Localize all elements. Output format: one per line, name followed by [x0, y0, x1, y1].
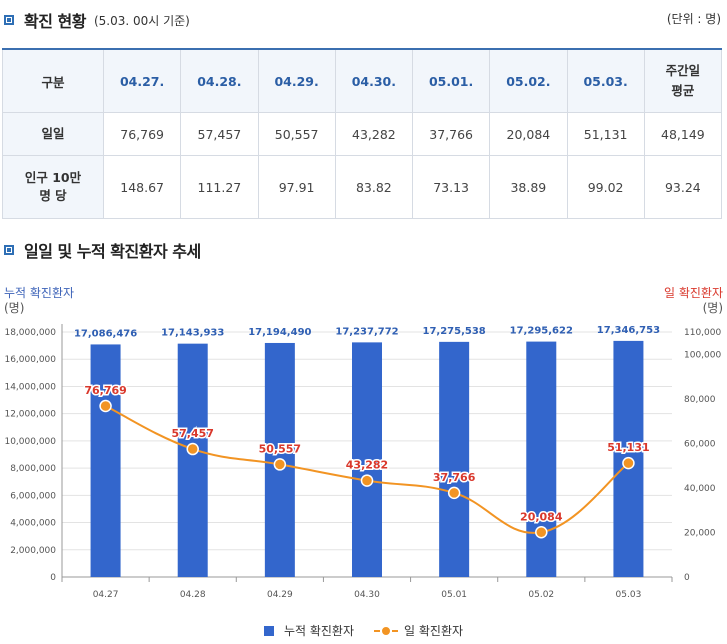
table-cell: 51,131 [566, 112, 645, 156]
table-header-row: 구분 04.27. 04.28. 04.29. 04.30. 05.01. 05… [2, 48, 723, 113]
x-tick-label: 05.02 [528, 590, 554, 600]
daily-cases-point [186, 442, 199, 456]
section-status-header: 확진 현황 (5.03. 00시 기준) [4, 8, 190, 32]
right-axis-unit: (명) [702, 301, 723, 315]
daily-cases-point [99, 399, 112, 413]
legend-line-swatch [374, 625, 399, 636]
table-cell: 111.27 [180, 155, 259, 219]
legend-item-daily: 일 확진환자 [374, 622, 463, 639]
daily-cases-point [273, 458, 287, 471]
table-header-cell: 05.03. [566, 48, 645, 113]
table-cell: 76,769 [102, 112, 182, 156]
unit-label: (단위 : 명) [666, 12, 721, 26]
legend-item-cumulative: 누적 확진환자 [263, 622, 355, 639]
legend-label: 일 확진환자 [404, 624, 464, 638]
daily-cases-point [360, 474, 374, 487]
row-label: 인구 10만 명 당 [2, 155, 104, 219]
table-row: 일일 76,769 57,457 50,557 43,282 37,766 20… [2, 112, 723, 156]
legend-bar-swatch [263, 625, 274, 636]
bar-data-label: 17,275,538 [423, 326, 486, 337]
table-cell: 148.67 [102, 155, 182, 219]
x-tick-label: 05.03 [616, 590, 642, 600]
bar-cumulative [439, 341, 470, 577]
table-cell: 99.02 [566, 155, 645, 219]
table-cell: 97.91 [257, 155, 336, 219]
status-table: 구분 04.27. 04.28. 04.29. 04.30. 05.01. 05… [2, 48, 723, 219]
bar-cumulative [526, 341, 557, 577]
left-tick-label: 10,000,000 [4, 437, 56, 447]
left-tick-label: 0 [50, 573, 56, 583]
bar-cumulative [90, 344, 121, 577]
legend-label: 누적 확진환자 [283, 624, 355, 638]
table-row: 인구 10만 명 당 148.67 111.27 97.91 83.82 73.… [2, 155, 723, 219]
right-tick-label: 60,000 [684, 439, 716, 449]
table-header-cell: 05.01. [411, 48, 491, 113]
row-label-text: 인구 10만 명 당 [24, 170, 82, 203]
left-tick-label: 4,000,000 [10, 519, 56, 529]
line-data-label: 51,131 [607, 441, 649, 454]
right-axis-label: 일 확진환자 [663, 286, 723, 300]
left-tick-label: 2,000,000 [10, 546, 56, 556]
x-tick-label: 04.28 [180, 590, 206, 600]
table-cell: 43,282 [334, 112, 414, 156]
right-tick-label: 0 [684, 573, 690, 583]
line-data-label: 76,769 [84, 384, 126, 397]
bar-data-label: 17,194,490 [248, 327, 311, 338]
table-cell: 83.82 [334, 155, 414, 219]
x-tick-label: 04.27 [93, 590, 119, 600]
bar-data-label: 17,295,622 [510, 326, 573, 337]
table-cell: 38.89 [489, 155, 568, 219]
left-tick-label: 12,000,000 [4, 410, 56, 420]
section-square-icon [4, 15, 14, 25]
bar-data-label: 17,086,476 [74, 328, 137, 339]
right-tick-label: 40,000 [684, 484, 716, 494]
section-trend-header: 일일 및 누적 확진환자 추세 [4, 238, 201, 262]
table-header-cell: 04.27. [102, 48, 182, 113]
right-tick-label: 80,000 [684, 395, 716, 405]
left-axis-unit: (명) [4, 301, 25, 315]
line-data-label: 57,457 [171, 427, 213, 440]
line-data-label: 37,766 [433, 471, 476, 484]
bar-data-label: 17,143,933 [161, 328, 224, 339]
table-cell: 73.13 [411, 155, 491, 219]
daily-cases-point [447, 486, 461, 500]
bar-data-label: 17,346,753 [597, 325, 660, 336]
row-label: 일일 [2, 112, 104, 156]
section-trend-title: 일일 및 누적 확진환자 추세 [24, 242, 201, 261]
left-axis-label: 누적 확진환자 [4, 286, 75, 300]
left-axis-title: 누적 확진환자 (명) [4, 286, 74, 316]
daily-cases-point [535, 526, 548, 539]
table-cell: 93.24 [643, 155, 723, 219]
section-status-note: (5.03. 00시 기준) [93, 13, 190, 28]
left-tick-label: 18,000,000 [4, 328, 56, 338]
x-tick-label: 04.29 [267, 590, 293, 600]
right-axis-title: 일 확진환자 (명) [664, 286, 723, 316]
daily-cases-point [622, 456, 635, 470]
x-tick-label: 04.30 [354, 590, 380, 600]
right-tick-label: 110,000 [684, 328, 721, 338]
bar-cumulative [177, 343, 208, 577]
right-tick-label: 100,000 [684, 350, 721, 360]
table-cell: 57,457 [180, 112, 259, 156]
left-tick-label: 14,000,000 [4, 382, 56, 392]
left-tick-label: 6,000,000 [10, 491, 56, 501]
left-tick-label: 16,000,000 [4, 355, 56, 365]
line-data-label: 43,282 [346, 459, 388, 472]
bar-cumulative [352, 342, 382, 577]
x-tick-label: 05.01 [441, 590, 467, 600]
right-tick-label: 20,000 [684, 528, 716, 538]
chart-legend: 누적 확진환자 일 확진환자 [0, 622, 727, 639]
table-header-cell-weekly-avg: 주간일 평균 [643, 48, 723, 113]
weekly-avg-header-text: 주간일 평균 [665, 63, 701, 98]
line-data-label: 20,084 [520, 510, 563, 523]
line-data-label: 50,557 [259, 442, 301, 455]
bar-data-label: 17,237,772 [335, 326, 398, 337]
section-status-title: 확진 현황 [24, 12, 86, 31]
table-header-cell: 05.02. [489, 48, 568, 113]
section-square-icon [4, 245, 14, 255]
left-tick-label: 8,000,000 [10, 464, 56, 474]
table-cell: 20,084 [489, 112, 568, 156]
